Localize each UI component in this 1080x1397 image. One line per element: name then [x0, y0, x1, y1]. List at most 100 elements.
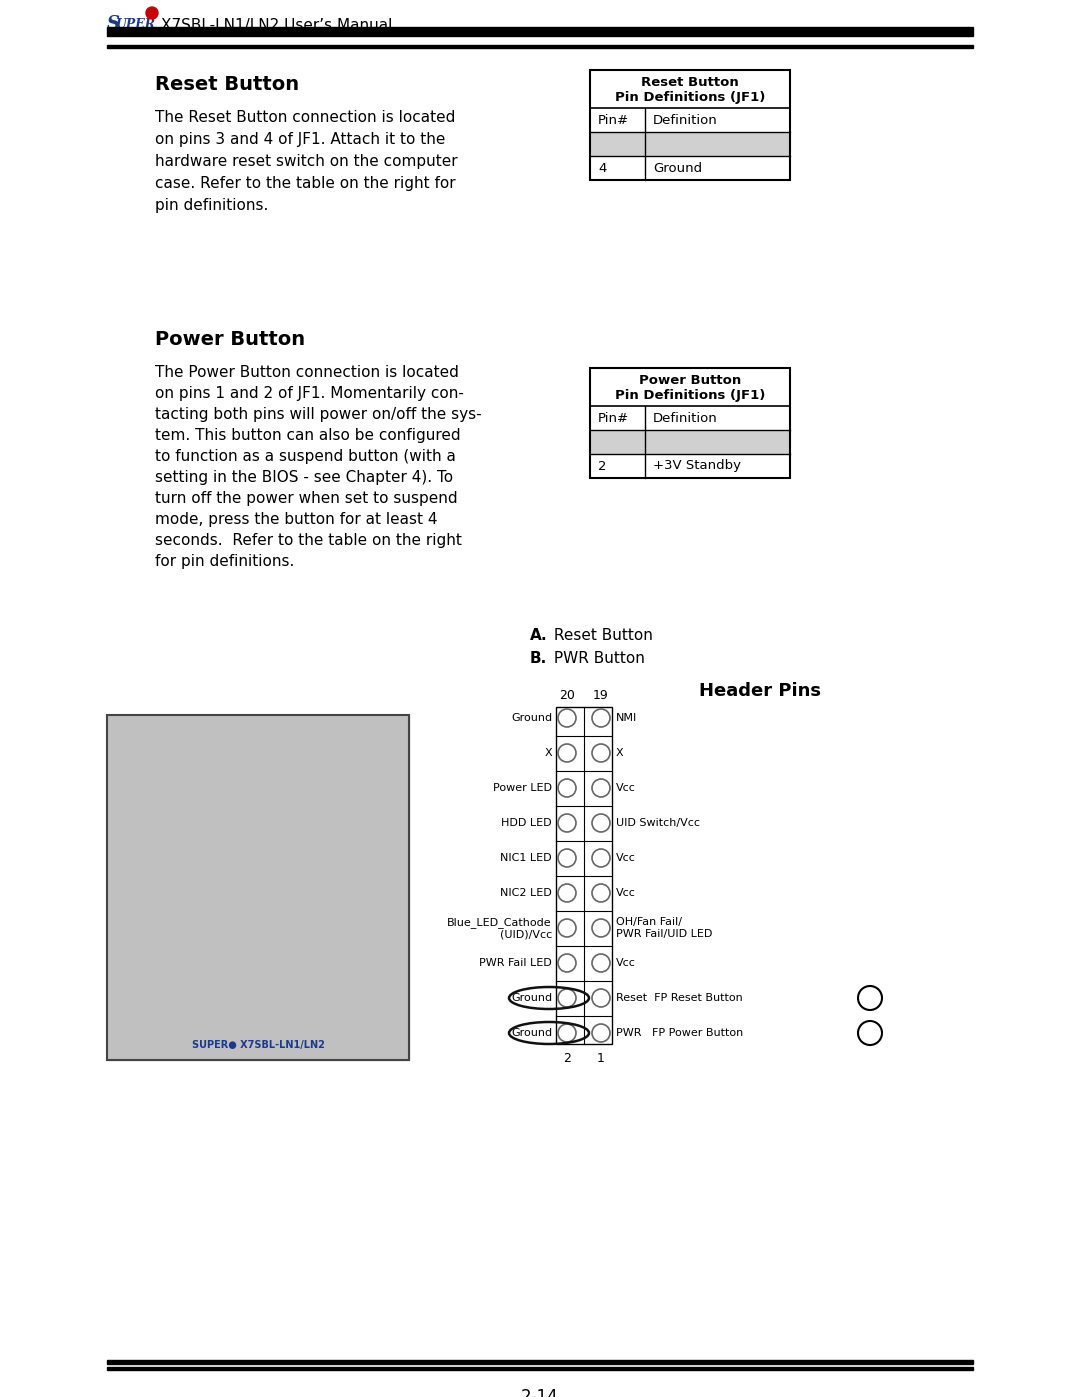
Circle shape: [558, 989, 576, 1007]
Circle shape: [592, 1024, 610, 1042]
Circle shape: [558, 1024, 576, 1042]
Text: hardware reset switch on the computer: hardware reset switch on the computer: [156, 154, 458, 169]
Bar: [590, 70, 789, 180]
Circle shape: [592, 710, 610, 726]
Text: tem. This button can also be configured: tem. This button can also be configured: [156, 427, 461, 443]
Text: Reset  FP Reset Button: Reset FP Reset Button: [616, 993, 743, 1003]
Text: Ground: Ground: [511, 993, 552, 1003]
Text: OH/Fan Fail/
PWR Fail/UID LED: OH/Fan Fail/ PWR Fail/UID LED: [616, 918, 713, 939]
Text: 1: 1: [598, 436, 607, 448]
Circle shape: [592, 954, 610, 972]
Text: Definition: Definition: [653, 412, 718, 425]
Text: X: X: [544, 747, 552, 759]
Text: on pins 1 and 2 of JF1. Momentarily con-: on pins 1 and 2 of JF1. Momentarily con-: [156, 386, 464, 401]
Text: B.: B.: [530, 651, 548, 666]
Circle shape: [558, 710, 576, 726]
Circle shape: [146, 7, 158, 20]
Text: 3: 3: [598, 137, 607, 151]
Text: Vcc: Vcc: [616, 782, 636, 793]
Bar: [591, 432, 789, 453]
Text: 19: 19: [593, 689, 609, 703]
Text: 2: 2: [563, 1052, 571, 1065]
Text: setting in the BIOS - see Chapter 4). To: setting in the BIOS - see Chapter 4). To: [156, 469, 454, 485]
Text: Vcc: Vcc: [616, 854, 636, 863]
Text: Reset Button: Reset Button: [549, 629, 653, 643]
Text: mode, press the button for at least 4: mode, press the button for at least 4: [156, 511, 437, 527]
Text: seconds.  Refer to the table on the right: seconds. Refer to the table on the right: [156, 534, 462, 548]
Text: case. Refer to the table on the right for: case. Refer to the table on the right fo…: [156, 176, 456, 191]
Circle shape: [592, 849, 610, 868]
Text: SUPER● X7SBL-LN1/LN2: SUPER● X7SBL-LN1/LN2: [191, 1039, 324, 1051]
Circle shape: [592, 745, 610, 761]
Text: HDD LED: HDD LED: [501, 819, 552, 828]
Bar: [590, 367, 789, 478]
Text: A.: A.: [530, 629, 548, 643]
Text: 4: 4: [598, 162, 606, 175]
Text: Power Button: Power Button: [639, 373, 741, 387]
Text: Ground: Ground: [511, 712, 552, 724]
Text: NIC2 LED: NIC2 LED: [500, 888, 552, 898]
Bar: [107, 1368, 973, 1370]
Text: A: A: [865, 992, 875, 1004]
Circle shape: [592, 884, 610, 902]
Circle shape: [558, 780, 576, 798]
Text: PWR Button: PWR Button: [549, 651, 645, 666]
Text: S: S: [107, 15, 120, 34]
Text: Ground: Ground: [511, 1028, 552, 1038]
Text: 20: 20: [559, 689, 575, 703]
Text: Pin Definitions (JF1): Pin Definitions (JF1): [615, 388, 766, 401]
Circle shape: [592, 780, 610, 798]
Bar: [107, 27, 973, 36]
Text: The Power Button connection is located: The Power Button connection is located: [156, 365, 459, 380]
Text: Power Button: Power Button: [156, 330, 306, 349]
Text: to function as a suspend button (with a: to function as a suspend button (with a: [156, 448, 456, 464]
Text: Blue_LED_Cathode
(UID)/Vcc: Blue_LED_Cathode (UID)/Vcc: [447, 916, 552, 939]
Circle shape: [558, 919, 576, 937]
Circle shape: [592, 989, 610, 1007]
Bar: [107, 715, 409, 1060]
Circle shape: [558, 745, 576, 761]
Text: UPER: UPER: [116, 18, 157, 31]
Bar: [591, 133, 789, 155]
Text: on pins 3 and 4 of JF1. Attach it to the: on pins 3 and 4 of JF1. Attach it to the: [156, 131, 445, 147]
Text: 2: 2: [598, 460, 607, 472]
Text: The Reset Button connection is located: The Reset Button connection is located: [156, 110, 456, 124]
Text: PWR   FP Power Button: PWR FP Power Button: [616, 1028, 743, 1038]
Text: Reset: Reset: [653, 137, 690, 151]
Text: NMI: NMI: [616, 712, 637, 724]
Text: Ground: Ground: [653, 162, 702, 175]
Circle shape: [858, 986, 882, 1010]
Text: UID Switch/Vcc: UID Switch/Vcc: [616, 819, 700, 828]
Bar: [107, 45, 973, 47]
Circle shape: [592, 814, 610, 833]
Text: Header Pins: Header Pins: [699, 682, 821, 700]
Circle shape: [592, 919, 610, 937]
Bar: [107, 1361, 973, 1363]
Text: Pin#: Pin#: [598, 412, 630, 425]
Text: tacting both pins will power on/off the sys-: tacting both pins will power on/off the …: [156, 407, 482, 422]
Text: PWR Fail LED: PWR Fail LED: [480, 958, 552, 968]
Text: Vcc: Vcc: [616, 958, 636, 968]
Text: Pin#: Pin#: [598, 113, 630, 127]
Text: X: X: [616, 747, 623, 759]
Text: 2-14: 2-14: [522, 1389, 558, 1397]
Circle shape: [858, 1021, 882, 1045]
Text: Reset Button: Reset Button: [156, 75, 299, 94]
Text: X7SBL-LN1/LN2 User’s Manual: X7SBL-LN1/LN2 User’s Manual: [161, 18, 392, 34]
Circle shape: [558, 849, 576, 868]
Text: for pin definitions.: for pin definitions.: [156, 555, 295, 569]
Text: 1: 1: [597, 1052, 605, 1065]
Text: Pin Definitions (JF1): Pin Definitions (JF1): [615, 91, 766, 103]
Text: NIC1 LED: NIC1 LED: [500, 854, 552, 863]
Text: Signal: Signal: [653, 436, 694, 448]
Text: Power LED: Power LED: [492, 782, 552, 793]
Text: turn off the power when set to suspend: turn off the power when set to suspend: [156, 490, 458, 506]
Circle shape: [558, 954, 576, 972]
Text: Reset Button: Reset Button: [642, 75, 739, 88]
Circle shape: [558, 884, 576, 902]
Bar: [107, 715, 409, 1060]
Text: Definition: Definition: [653, 113, 718, 127]
Text: +3V Standby: +3V Standby: [653, 460, 741, 472]
Text: Vcc: Vcc: [616, 888, 636, 898]
Text: pin definitions.: pin definitions.: [156, 198, 268, 212]
